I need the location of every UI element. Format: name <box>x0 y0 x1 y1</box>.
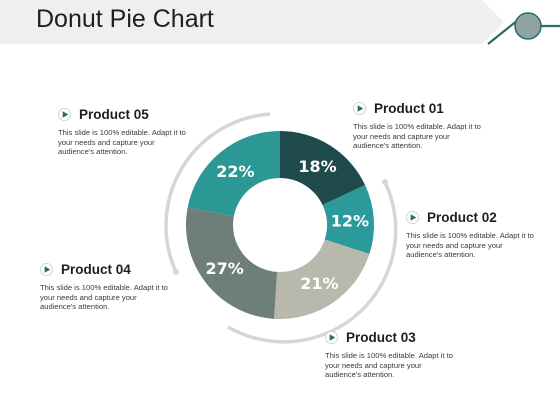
product-05-desc: This slide is 100% editable. Adapt it to… <box>58 128 186 157</box>
slice-label-5: 22% <box>216 162 254 181</box>
product-04-name: Product 04 <box>61 262 131 277</box>
play-bullet-icon <box>40 263 53 276</box>
circle-node-icon <box>487 12 560 45</box>
play-bullet-icon <box>58 108 71 121</box>
slice-label-2: 12% <box>331 212 369 231</box>
product-05-block: Product 05 This slide is 100% editable. … <box>58 107 218 157</box>
donut-slice-5 <box>187 131 280 217</box>
donut-slice-2 <box>322 184 374 255</box>
slice-label-3: 21% <box>300 274 338 293</box>
donut-slice-4 <box>185 207 278 319</box>
product-03-desc: This slide is 100% editable. Adapt it to… <box>325 351 453 380</box>
product-01-name: Product 01 <box>374 101 444 116</box>
product-03-block: Product 03 This slide is 100% editable. … <box>325 330 485 380</box>
page-title: Donut Pie Chart <box>36 5 214 33</box>
product-02-block: Product 02 This slide is 100% editable. … <box>406 210 560 260</box>
arc-end-dot-left <box>173 269 179 275</box>
donut-slice-1 <box>280 131 366 205</box>
product-01-desc: This slide is 100% editable. Adapt it to… <box>353 122 481 151</box>
decorative-arc-right <box>227 181 398 344</box>
donut-slice-3 <box>274 239 370 319</box>
decorative-arc-left <box>164 112 271 273</box>
product-02-desc: This slide is 100% editable. Adapt it to… <box>406 231 534 260</box>
title-band <box>0 0 504 44</box>
product-05-name: Product 05 <box>79 107 149 122</box>
product-01-block: Product 01 This slide is 100% editable. … <box>353 101 513 151</box>
product-04-block: Product 04 This slide is 100% editable. … <box>40 262 200 312</box>
slice-label-1: 18% <box>298 157 336 176</box>
product-02-name: Product 02 <box>427 210 497 225</box>
slice-label-4: 27% <box>206 259 244 278</box>
play-bullet-icon <box>325 331 338 344</box>
play-bullet-icon <box>406 211 419 224</box>
title-band-shape <box>0 0 504 44</box>
arc-end-dot-right <box>382 179 388 185</box>
product-03-name: Product 03 <box>346 330 416 345</box>
product-04-desc: This slide is 100% editable. Adapt it to… <box>40 283 168 312</box>
play-bullet-icon <box>353 102 366 115</box>
